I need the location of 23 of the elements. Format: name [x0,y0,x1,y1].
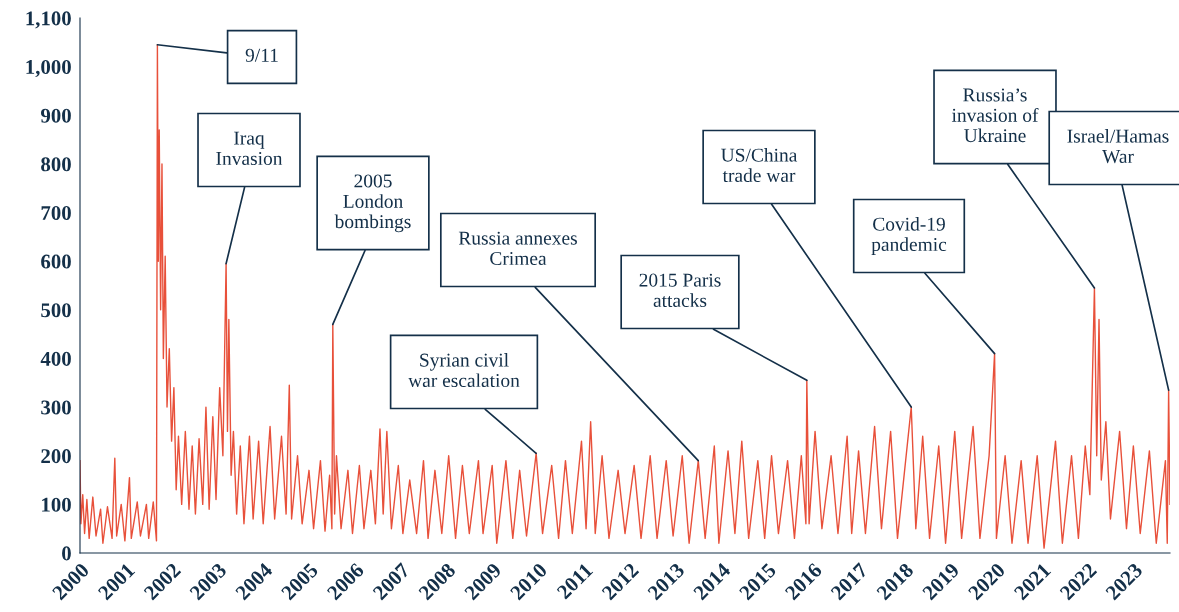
y-tick-label: 600 [41,254,71,269]
annotation: 2015 Paris attacks [639,273,721,308]
y-tick-label: 0 [62,546,71,561]
y-tick-label: 300 [41,400,71,415]
y-tick-label: 1,000 [26,60,71,78]
annotation: 9/11 [245,48,278,62]
y-tick-label: 700 [41,205,71,220]
y-tick-label: 800 [41,157,71,172]
annotation: Russia’s invasion of Ukraine [951,88,1039,143]
y-tick-label: 400 [40,351,71,366]
annotation: Covid-19 pandemic [871,217,947,255]
y-tick-label: 200 [41,449,71,464]
line-series [80,44,1170,549]
annotation: Syrian civil war escalation [408,352,520,388]
annotation: 2005 London bombings [334,174,411,233]
y-tick-label: 100 [42,497,71,512]
annotation: Israel/Hamas War [1067,129,1169,164]
y-tick-label: 900 [40,108,71,123]
y-tick-label: 500 [41,303,71,318]
annotation: Russia annexes Crimea [458,231,577,266]
annotation: Iraq Invasion [216,131,283,166]
y-tick-label: 1,100 [26,11,71,29]
annotation: US/China trade war [721,148,798,183]
